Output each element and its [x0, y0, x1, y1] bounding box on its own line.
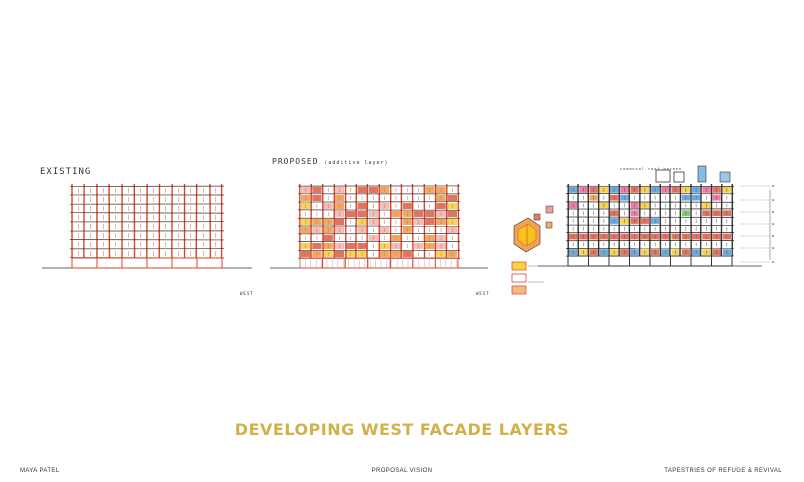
ground-bay — [670, 255, 692, 267]
existing-scale-note: WEST — [240, 291, 254, 296]
page-title: DEVELOPING WEST FACADE LAYERS — [234, 420, 570, 439]
ground-bay — [588, 255, 610, 267]
roof-pavilion — [719, 171, 731, 183]
roof-pavilion — [673, 171, 685, 183]
swatch — [545, 205, 554, 214]
ground-bay — [629, 255, 651, 267]
ground-bay — [434, 257, 459, 269]
footer-project: TAPESTRIES OF REFUGE & REVIVAL — [664, 468, 782, 474]
ground-bay — [649, 255, 671, 267]
module-study — [511, 261, 527, 271]
annotation-dot — [772, 247, 774, 249]
roof-note: communal roof garden — [620, 167, 683, 171]
annotation-dot — [772, 261, 774, 263]
ground-bay — [711, 255, 733, 267]
ground-bay — [690, 255, 712, 267]
proposed-scale-note: WEST — [476, 291, 490, 296]
swatch — [533, 213, 541, 221]
ground-bay — [567, 255, 589, 267]
existing-label: EXISTING — [40, 167, 92, 177]
proposed-label-note: (additive layer) — [324, 160, 389, 166]
module-study — [511, 273, 527, 283]
annotation-dot — [772, 199, 774, 201]
module-study — [511, 285, 527, 295]
ground-bay — [608, 255, 630, 267]
roof-pavilion — [655, 169, 671, 183]
annotation-dot — [772, 211, 774, 213]
facade-column — [679, 183, 682, 257]
footer-center: PROPOSAL VISION — [371, 468, 433, 474]
annotation-dot — [772, 235, 774, 237]
ground-bay — [196, 257, 223, 269]
proposed-label-text: PROPOSED — [272, 157, 319, 166]
swatch — [545, 221, 553, 229]
annotation-dot — [772, 223, 774, 225]
annotation-dot — [772, 185, 774, 187]
footer-author: MAYA PATEL — [20, 468, 60, 474]
proposed-label: PROPOSED (additive layer) — [272, 157, 389, 166]
roof-pavilion — [697, 165, 707, 183]
